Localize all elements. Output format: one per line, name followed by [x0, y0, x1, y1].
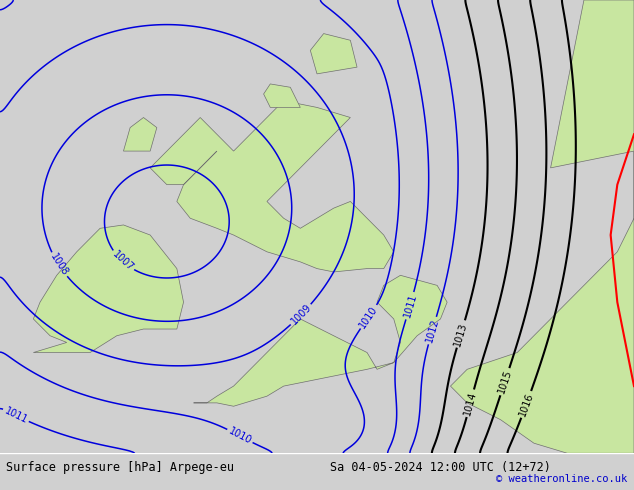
- Text: 1010: 1010: [227, 426, 253, 446]
- Text: 1016: 1016: [517, 391, 535, 417]
- Polygon shape: [550, 0, 634, 168]
- Text: 1014: 1014: [462, 390, 478, 416]
- Text: 1011: 1011: [402, 293, 418, 319]
- Polygon shape: [451, 0, 634, 453]
- Text: © weatheronline.co.uk: © weatheronline.co.uk: [496, 474, 628, 485]
- Text: Surface pressure [hPa] Arpege-eu: Surface pressure [hPa] Arpege-eu: [6, 462, 235, 474]
- Polygon shape: [124, 118, 157, 151]
- Text: Sa 04-05-2024 12:00 UTC (12+72): Sa 04-05-2024 12:00 UTC (12+72): [330, 462, 550, 474]
- Polygon shape: [264, 84, 301, 107]
- Text: 1008: 1008: [48, 252, 70, 278]
- Polygon shape: [34, 225, 183, 352]
- Text: 1012: 1012: [424, 318, 441, 344]
- Text: 1015: 1015: [496, 368, 514, 395]
- Text: 1011: 1011: [3, 406, 29, 425]
- Text: 1010: 1010: [358, 304, 380, 330]
- Polygon shape: [150, 101, 394, 272]
- Text: 1013: 1013: [453, 321, 469, 347]
- Polygon shape: [310, 34, 357, 74]
- Polygon shape: [193, 275, 447, 406]
- Text: 1007: 1007: [110, 249, 135, 273]
- Text: 1009: 1009: [289, 302, 313, 327]
